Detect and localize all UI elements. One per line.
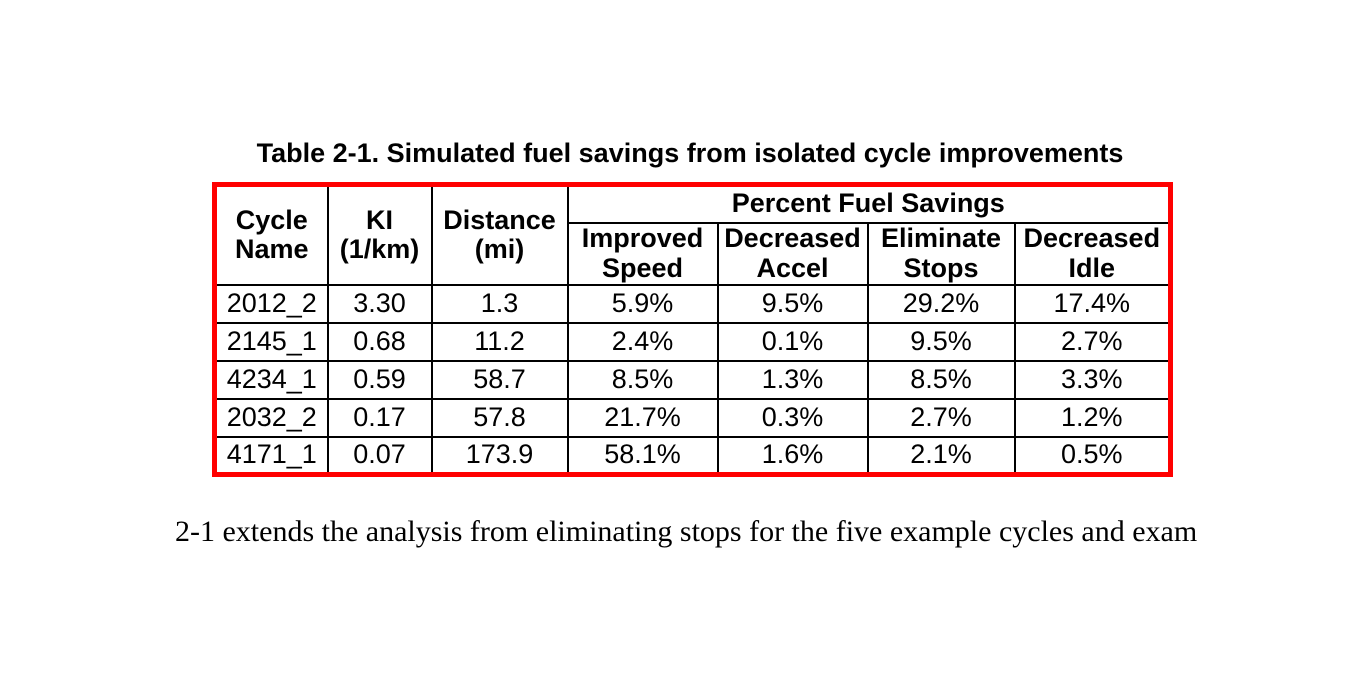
cycle-name-cell: 4234_1 — [213, 359, 329, 400]
ki-cell: 0.59 — [326, 359, 433, 400]
col-header-cycle-name: Cycle Name — [213, 183, 329, 286]
eliminate-stops-cell: 2.7% — [866, 397, 1016, 438]
col-header-distance: Distance (mi) — [430, 183, 569, 286]
decreased-accel-cell: 0.1% — [716, 321, 869, 362]
improved-speed-cell: 58.1% — [566, 435, 719, 476]
ki-cell: 0.07 — [326, 435, 433, 476]
cycle-name-cell: 2012_2 — [213, 283, 329, 324]
col-header-decreased-idle: Decreased Idle — [1013, 221, 1172, 286]
header-row-sub: Improved Speed Decreased Accel Eliminate… — [215, 221, 1172, 286]
ki-cell: 0.68 — [326, 321, 433, 362]
table-row: 2145_1 0.68 11.2 2.4% 0.1% 9.5% 2.7% — [213, 321, 1172, 362]
improved-speed-cell: 2.4% — [566, 321, 719, 362]
decreased-accel-cell: 9.5% — [716, 283, 869, 324]
distance-cell: 173.9 — [430, 435, 569, 476]
distance-cell: 1.3 — [430, 283, 569, 324]
decreased-accel-cell: 0.3% — [716, 397, 869, 438]
ki-cell: 0.17 — [326, 397, 433, 438]
decreased-idle-cell: 3.3% — [1013, 359, 1172, 400]
decreased-accel-cell: 1.6% — [716, 435, 869, 476]
improved-speed-cell: 8.5% — [566, 359, 719, 400]
fuel-savings-table: Cycle Name KI (1/km) Distance (mi) Perce… — [212, 182, 1174, 477]
decreased-idle-cell: 2.7% — [1013, 321, 1172, 362]
table-row: 2032_2 0.17 57.8 21.7% 0.3% 2.7% 1.2% — [213, 397, 1172, 438]
eliminate-stops-cell: 9.5% — [866, 321, 1016, 362]
eliminate-stops-cell: 29.2% — [866, 283, 1016, 324]
eliminate-stops-cell: 8.5% — [866, 359, 1016, 400]
improved-speed-cell: 5.9% — [566, 283, 719, 324]
table-title: Table 2-1. Simulated fuel savings from i… — [256, 138, 1124, 168]
col-header-improved-speed: Improved Speed — [566, 221, 719, 286]
distance-cell: 57.8 — [430, 397, 569, 438]
decreased-accel-cell: 1.3% — [716, 359, 869, 400]
distance-cell: 11.2 — [430, 321, 569, 362]
cycle-name-cell: 2032_2 — [213, 397, 329, 438]
col-header-ki: KI (1/km) — [326, 183, 433, 286]
improved-speed-cell: 21.7% — [566, 397, 719, 438]
header-row-group: Cycle Name KI (1/km) Distance (mi) Perce… — [213, 183, 1172, 286]
distance-cell: 58.7 — [430, 359, 569, 400]
col-header-decreased-accel: Decreased Accel — [716, 221, 869, 286]
decreased-idle-cell: 17.4% — [1013, 283, 1172, 324]
group-header-percent-fuel-savings: Percent Fuel Savings — [566, 183, 1172, 224]
body-text: 2-1 extends the analysis from eliminatin… — [175, 515, 1198, 548]
table-row: 4234_1 0.59 58.7 8.5% 1.3% 8.5% 3.3% — [213, 359, 1172, 400]
cycle-name-cell: 4171_1 — [213, 435, 329, 476]
decreased-idle-cell: 0.5% — [1013, 435, 1172, 476]
eliminate-stops-cell: 2.1% — [866, 435, 1016, 476]
col-header-eliminate-stops: Eliminate Stops — [866, 221, 1016, 286]
cycle-name-cell: 2145_1 — [213, 321, 329, 362]
table-row: 2012_2 3.30 1.3 5.9% 9.5% 29.2% 17.4% — [213, 283, 1172, 324]
ki-cell: 3.30 — [326, 283, 433, 324]
decreased-idle-cell: 1.2% — [1013, 397, 1172, 438]
table-row: 4171_1 0.07 173.9 58.1% 1.6% 2.1% 0.5% — [213, 435, 1172, 476]
